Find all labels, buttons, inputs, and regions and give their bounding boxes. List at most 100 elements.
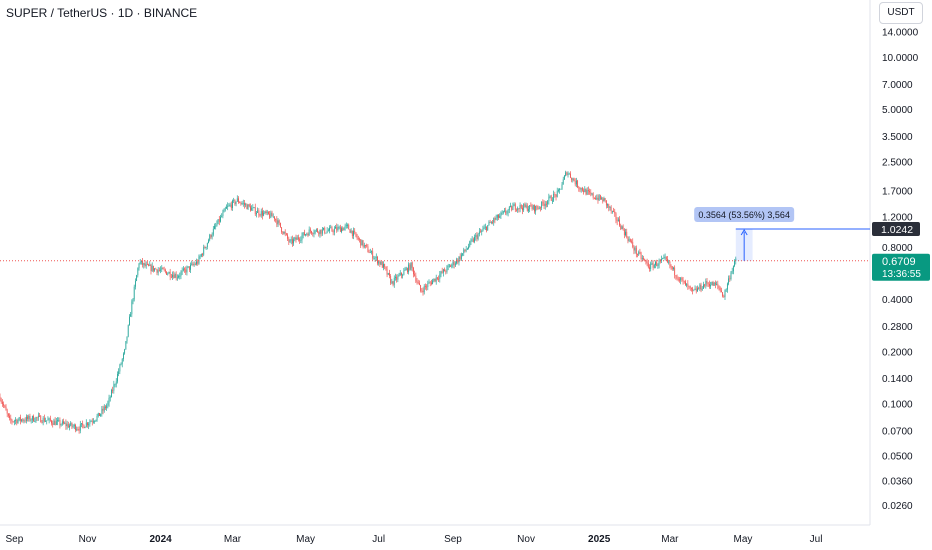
candle: [661, 255, 662, 263]
current-price-label: 0.6709: [882, 256, 916, 268]
candle: [495, 214, 497, 221]
candle: [395, 273, 396, 281]
candle-body: [720, 290, 722, 293]
candle-body: [695, 288, 697, 292]
candle: [723, 294, 725, 298]
candle: [234, 199, 236, 206]
candle-body: [559, 189, 561, 191]
candle-body: [82, 423, 84, 425]
candle: [9, 413, 11, 421]
candle-body: [518, 208, 520, 209]
candle-body: [413, 267, 414, 275]
measure-tooltip: [694, 206, 795, 222]
candle: [28, 414, 30, 422]
candle-body: [18, 417, 20, 420]
candle: [139, 258, 141, 265]
candle-body: [93, 421, 94, 423]
candle-body: [404, 269, 406, 271]
candle-body: [555, 194, 557, 197]
candle: [538, 206, 540, 210]
currency-button[interactable]: USDT: [879, 2, 923, 24]
candle-body: [366, 245, 368, 247]
candle-body: [124, 349, 126, 354]
candle-body: [313, 232, 315, 234]
y-tick-label: 0.4000: [882, 295, 913, 306]
candle: [354, 228, 356, 235]
candle: [325, 232, 327, 234]
candle: [31, 415, 33, 423]
candle: [356, 233, 358, 241]
candle: [528, 205, 529, 213]
candle: [498, 213, 499, 220]
candle: [620, 223, 622, 231]
candle: [10, 414, 12, 424]
candle-body: [689, 286, 691, 288]
candle: [35, 416, 37, 423]
candle: [79, 420, 81, 434]
candle-body: [95, 419, 97, 422]
candle: [198, 254, 200, 265]
candle: [214, 223, 215, 230]
candle: [66, 420, 68, 430]
candle-body: [446, 266, 448, 272]
candle-body: [150, 264, 152, 271]
candle: [224, 206, 226, 212]
candle-body: [649, 267, 650, 269]
x-tick-label: May: [734, 534, 753, 545]
candle: [315, 228, 317, 233]
candle: [595, 195, 596, 200]
candle: [102, 405, 104, 415]
candle-body: [647, 263, 649, 268]
candle: [719, 286, 721, 293]
candle: [197, 259, 199, 266]
measure-tooltip-label: 0.3564 (53.56%) 3,564: [698, 210, 790, 220]
candle-body: [610, 207, 612, 212]
candle-body: [28, 415, 30, 419]
candle-body: [40, 415, 42, 423]
candle: [276, 216, 278, 228]
candle: [583, 188, 585, 195]
candle: [469, 240, 471, 248]
candle: [377, 255, 378, 266]
candle-body: [84, 426, 86, 429]
candle-body: [584, 188, 586, 193]
candle: [235, 201, 237, 207]
candle-body: [162, 267, 164, 270]
candle-body: [429, 282, 431, 284]
candle-body: [578, 187, 580, 189]
candle: [401, 272, 402, 279]
candle-body: [7, 413, 9, 416]
y-tick-label: 0.1400: [882, 374, 913, 385]
candle-body: [577, 180, 579, 188]
candle-body: [268, 211, 269, 215]
candle-body: [679, 279, 680, 281]
candle-body: [34, 421, 36, 423]
candle-body: [269, 214, 271, 218]
candle-body: [620, 225, 622, 230]
candle: [390, 274, 392, 285]
candle-body: [0, 400, 2, 402]
candle-body: [349, 229, 351, 233]
candle-body: [344, 225, 346, 228]
y-tick-label: 0.8000: [882, 243, 913, 254]
candle-body: [713, 282, 715, 286]
candle-body: [641, 258, 643, 259]
candle-body: [331, 227, 333, 231]
candle-body: [459, 256, 461, 260]
candle-body: [223, 209, 225, 213]
x-tick-label: Sep: [5, 534, 23, 545]
candle: [698, 286, 700, 290]
candle-body: [342, 228, 344, 231]
candle-body: [575, 180, 577, 185]
candle-body: [481, 230, 483, 232]
candle: [76, 426, 78, 432]
candle: [94, 420, 96, 424]
candle: [145, 261, 147, 269]
symbol-title: SUPER / TetherUS · 1D · BINANCE: [6, 6, 198, 20]
candle-body: [193, 264, 195, 265]
candle: [42, 416, 44, 426]
candle: [178, 274, 179, 279]
candle-body: [706, 281, 708, 284]
candle-body: [230, 204, 232, 208]
